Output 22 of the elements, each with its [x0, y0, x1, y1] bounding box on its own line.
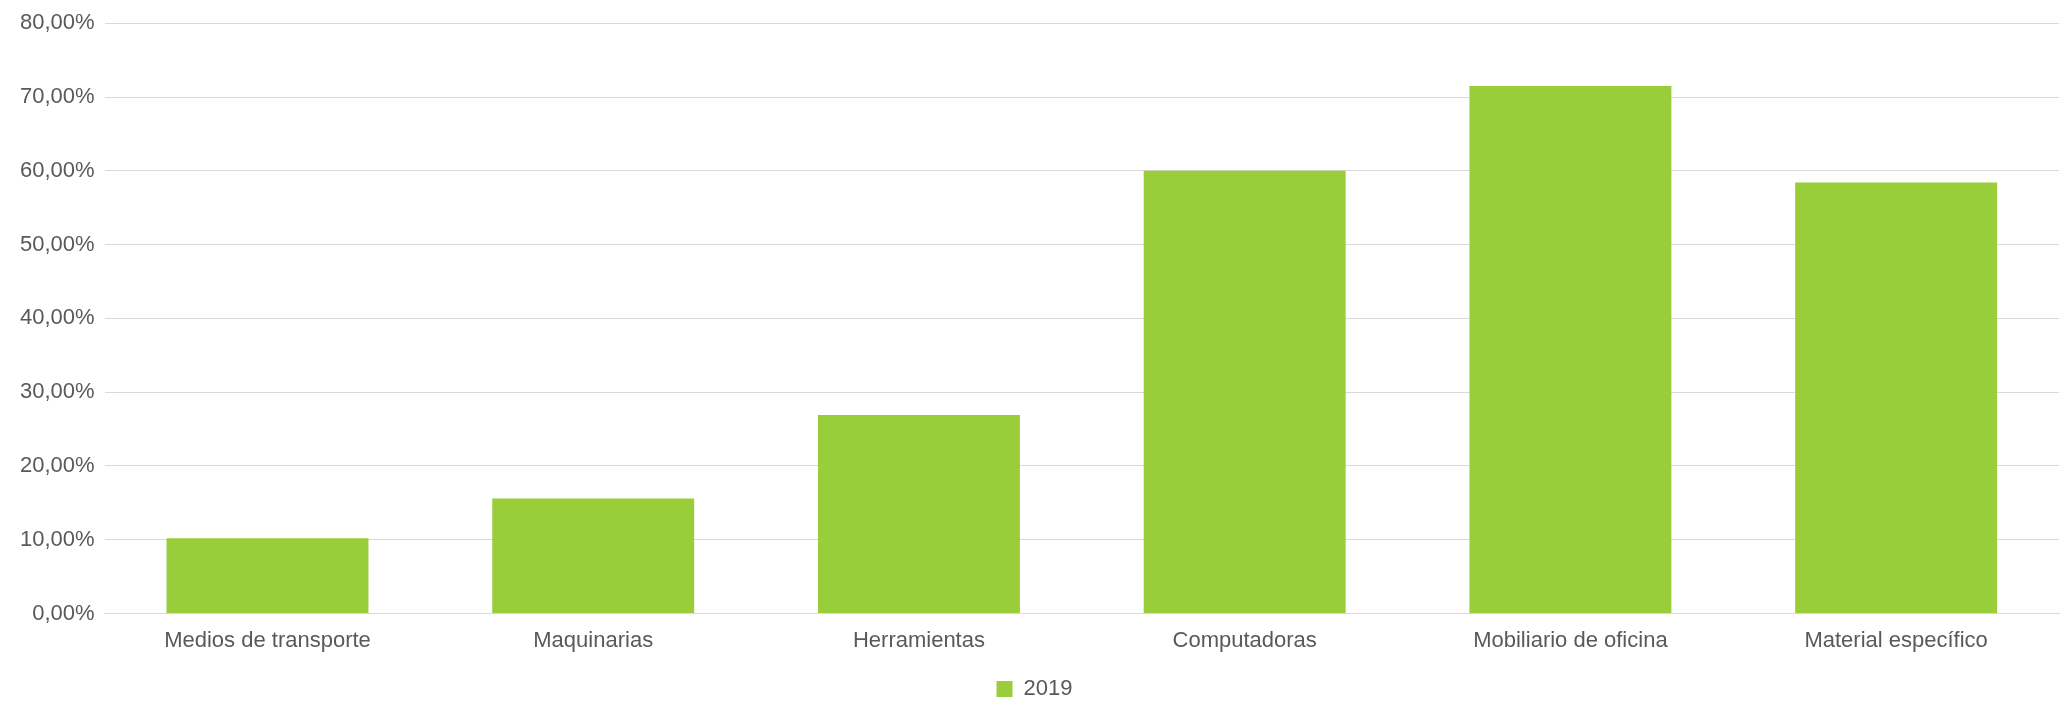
bar [166, 538, 369, 614]
y-tick-label: 10,00% [19, 525, 95, 551]
bar [1469, 85, 1672, 614]
x-tick-label: Medios de transporte [164, 626, 371, 652]
x-tick-label: Maquinarias [533, 626, 654, 652]
y-tick-label: 0,00% [32, 599, 95, 625]
legend-label: 2019 [1023, 675, 1073, 701]
x-tick-label: Computadoras [1172, 626, 1317, 652]
x-tick-label: Herramientas [852, 626, 985, 652]
y-tick-label: 30,00% [19, 378, 95, 404]
y-tick-label: 40,00% [19, 304, 95, 330]
bar [1795, 182, 1998, 614]
y-tick-label: 60,00% [19, 156, 95, 182]
bar [1143, 170, 1346, 614]
bar [492, 498, 695, 614]
y-tick-label: 70,00% [19, 83, 95, 109]
x-tick-label: Material específico [1804, 626, 1988, 652]
bar [817, 415, 1020, 614]
y-tick-label: 80,00% [19, 9, 95, 35]
y-tick-label: 50,00% [19, 230, 95, 256]
x-tick-label: Mobiliario de oficina [1473, 626, 1669, 652]
y-tick-label: 20,00% [19, 452, 95, 478]
